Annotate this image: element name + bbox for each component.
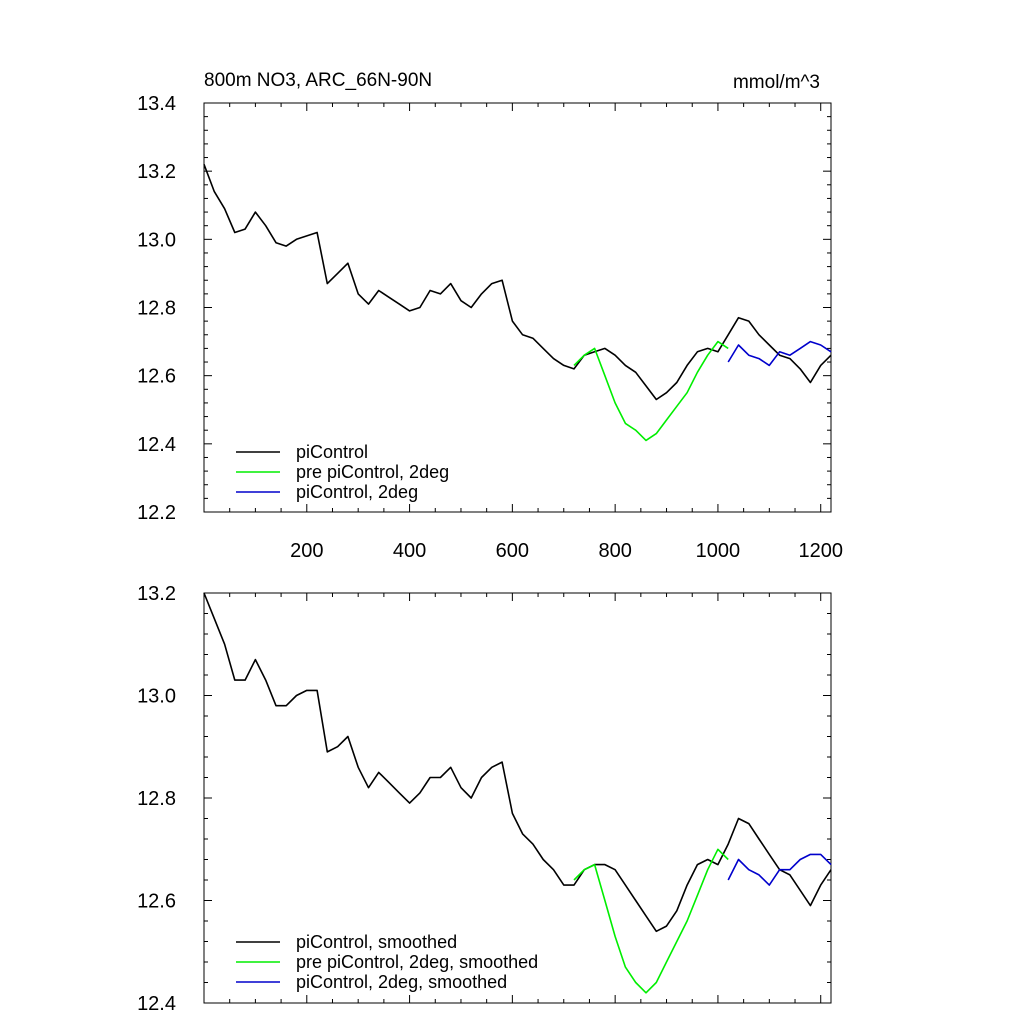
x-tick-label: 200 bbox=[290, 540, 323, 562]
series-line-1 bbox=[203, 592, 832, 933]
y-tick-label: 12.4 bbox=[137, 434, 176, 456]
panel-top: 800m NO3, ARC_66N-90N mmol/m^3 12.2 12.4 1… bbox=[137, 70, 843, 562]
series-line-2 bbox=[573, 340, 729, 442]
y-tick-label: 13.2 bbox=[137, 583, 176, 605]
units-label: mmol/m^3 bbox=[733, 72, 820, 93]
y-tick-label: 13.4 bbox=[137, 93, 176, 115]
y-tick-label: 13.0 bbox=[137, 229, 176, 251]
legend-label: piControl, 2deg bbox=[296, 482, 418, 502]
legend-label: piControl, smoothed bbox=[296, 932, 457, 952]
y-tick-label: 12.8 bbox=[137, 788, 176, 810]
x-tick-label: 400 bbox=[393, 540, 426, 562]
series-line-2 bbox=[573, 848, 729, 994]
y-tick-label: 12.2 bbox=[137, 502, 176, 524]
x-tick-label: 1000 bbox=[696, 540, 741, 562]
legend-label: pre piControl, 2deg bbox=[296, 462, 449, 482]
chart-title: 800m NO3, ARC_66N-90N bbox=[204, 70, 432, 91]
y-tick-label: 12.8 bbox=[137, 298, 176, 320]
series-line-3 bbox=[727, 340, 832, 367]
y-tick-label: 12.4 bbox=[137, 993, 176, 1015]
x-tick-label: 1200 bbox=[798, 540, 843, 562]
y-tick-label: 12.6 bbox=[137, 366, 176, 388]
x-tick-label: 600 bbox=[496, 540, 529, 562]
series-line-1 bbox=[203, 164, 832, 401]
y-tick-label: 12.6 bbox=[137, 891, 176, 913]
legend-label: pre piControl, 2deg, smoothed bbox=[296, 952, 538, 972]
y-tick-label: 13.0 bbox=[137, 686, 176, 708]
y-tick-label: 13.2 bbox=[137, 161, 176, 183]
series-line-3 bbox=[727, 853, 832, 886]
legend-label: piControl, 2deg, smoothed bbox=[296, 972, 507, 992]
x-tick-label: 800 bbox=[598, 540, 631, 562]
legend-label: piControl bbox=[296, 442, 368, 462]
